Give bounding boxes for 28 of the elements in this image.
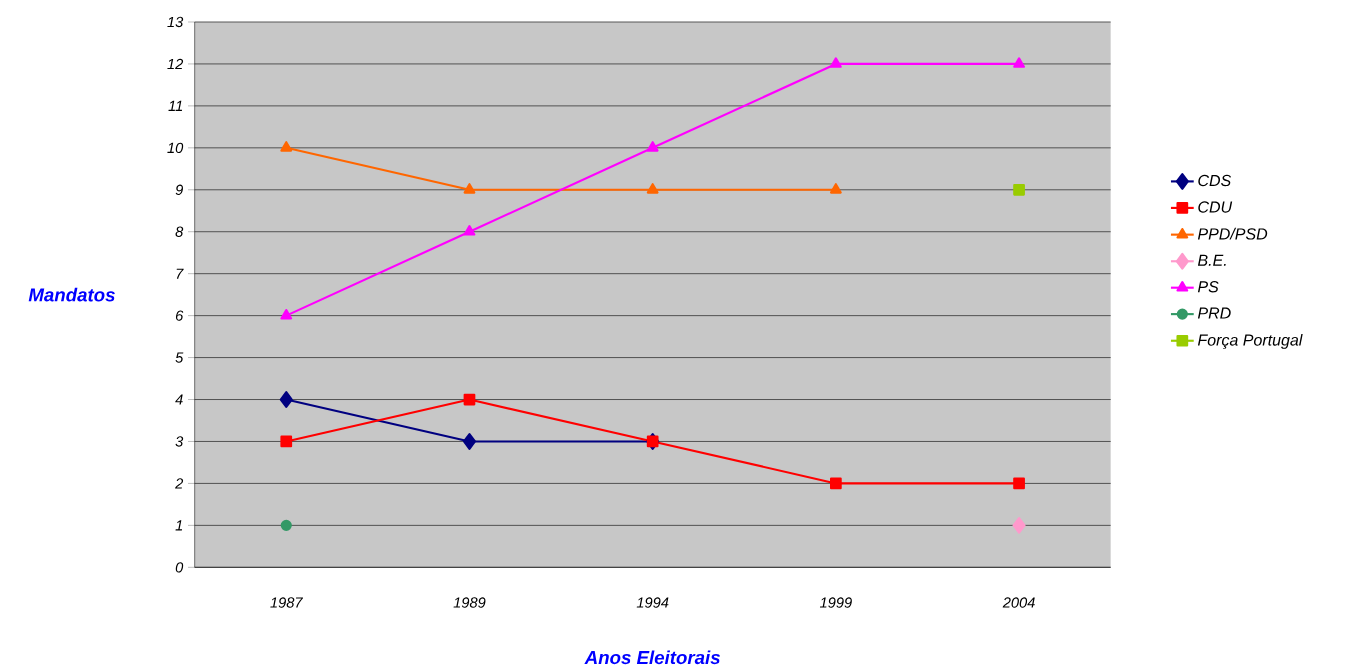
x-tick-label: 1999: [819, 597, 852, 608]
y-tick-label: 7: [176, 268, 184, 279]
x-tick-label: 1987: [270, 597, 304, 608]
y-tick-label: 6: [175, 310, 184, 321]
y-tick-label: 12: [167, 58, 184, 69]
y-tick-label: 0: [175, 561, 184, 573]
y-tick-label: 10: [167, 142, 184, 153]
legend-label: CDS: [1198, 174, 1232, 186]
y-tick-label: 5: [175, 352, 184, 363]
x-tick-label: 2004: [1002, 597, 1035, 608]
y-tick-label: 13: [167, 16, 184, 28]
legend-label: B.E.: [1197, 254, 1226, 266]
y-tick-label: 3: [175, 436, 184, 447]
y-tick-label: 9: [175, 184, 183, 195]
x-tick-label: 1989: [453, 597, 486, 608]
y-tick-label: 11: [168, 100, 183, 111]
y-tick-label: 8: [175, 226, 184, 237]
y-axis-title: Mandatos: [28, 287, 115, 302]
x-axis-title: Anos Eleitorais: [584, 650, 720, 664]
legend-label: PPD/PSD: [1197, 227, 1268, 240]
y-tick-label: 1: [175, 520, 183, 531]
legend-label: PRD: [1197, 307, 1231, 319]
legend-label: PS: [1197, 280, 1219, 293]
legend-label: CDU: [1198, 201, 1233, 213]
x-tick-label: 1994: [636, 597, 669, 608]
y-tick-label: 2: [175, 478, 184, 489]
y-tick-label: 4: [175, 394, 183, 405]
legend-label: Força Portugal: [1197, 333, 1303, 349]
